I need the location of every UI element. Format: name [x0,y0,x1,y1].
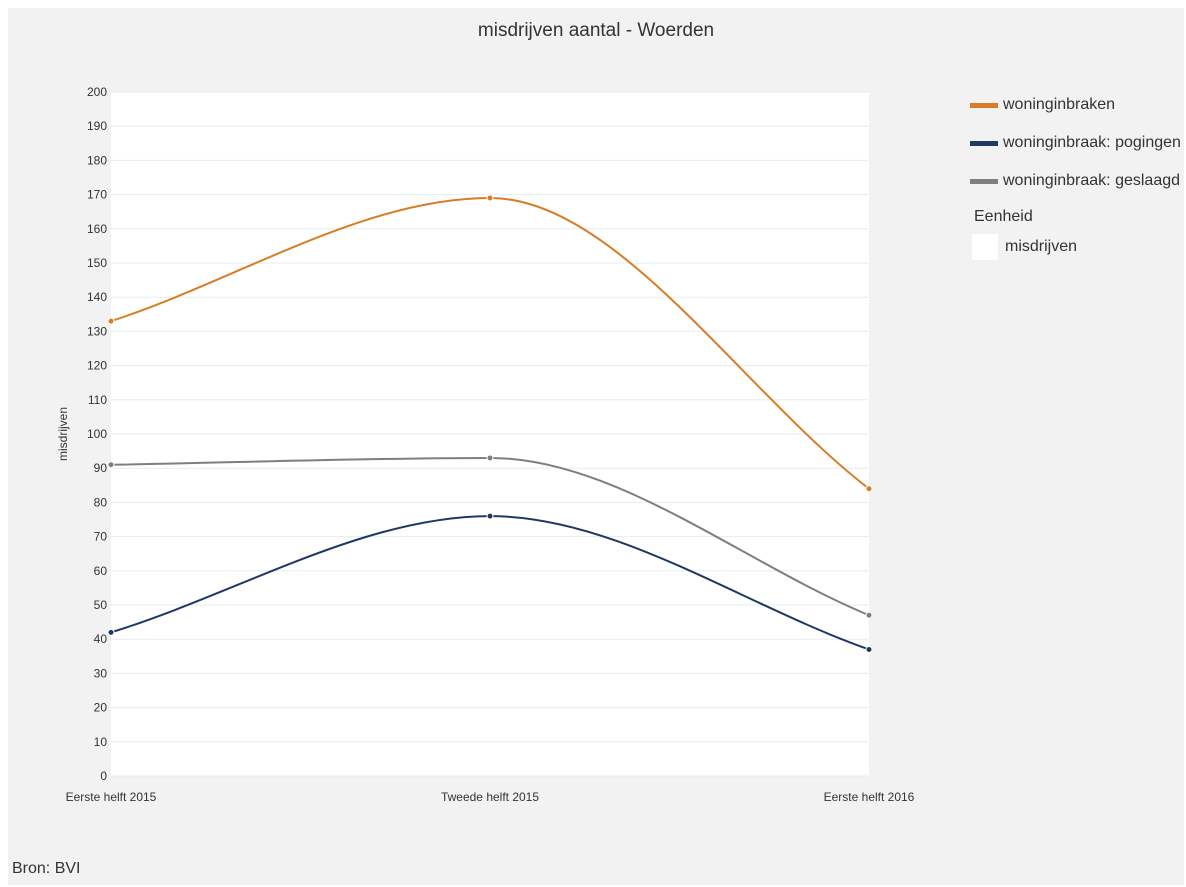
series-lines [107,194,873,653]
legend-unit-title: Eenheid [974,208,1033,225]
y-tick-label: 40 [94,632,108,646]
y-tick-label: 10 [94,735,108,749]
y-tick-label: 0 [100,769,107,783]
y-tick-label: 160 [87,222,107,236]
line-chart: 0 10 20 30 40 50 60 70 80 90 100 110 120 130 140 150 160… [56,85,915,804]
chart-title: misdrijven aantal - Woerden [477,20,715,41]
data-point[interactable] [486,194,494,202]
data-point[interactable] [107,628,115,636]
legend-swatch [970,102,998,108]
y-axis-label: misdrijven [56,407,70,461]
legend-item[interactable]: woninginbraak: pogingen [970,124,1184,162]
y-tick-label: 190 [87,119,107,133]
y-tick-label: 80 [94,495,108,509]
legend-item[interactable]: woninginbraken [970,86,1184,124]
data-point[interactable] [107,461,115,469]
y-tick-label: 110 [88,393,107,407]
x-axis-ticks: Eerste helft 2015 Tweede helft 2015 Eerste… [66,790,915,804]
data-point[interactable] [865,485,873,493]
legend-unit-item[interactable]: misdrijven [970,234,1184,260]
legend: woninginbraken woninginbraak: pogingen won… [970,86,1184,260]
x-tick-label: Eerste helft 2016 [824,790,915,804]
legend-swatch [970,178,998,184]
y-tick-label: 130 [87,324,107,338]
y-tick-label: 30 [94,666,108,680]
legend-unit-swatch [972,234,998,260]
y-tick-label: 180 [87,153,107,167]
legend-label: woninginbraken [1003,96,1116,113]
y-tick-label: 100 [87,427,107,441]
chart-container: misdrijven aantal - Woerden 0 10 20 30 40 50 6… [8,8,1184,885]
data-point[interactable] [865,645,873,653]
y-tick-label: 90 [94,461,108,475]
legend-label: woninginbraak: pogingen [1003,134,1181,151]
y-tick-label: 70 [94,530,108,544]
legend-item[interactable]: woninginbraak: geslaagd [970,162,1184,200]
data-point[interactable] [486,512,494,520]
y-axis-ticks: 0 10 20 30 40 50 60 70 80 90 100 110 120 130 140 150 160… [87,85,107,783]
y-tick-label: 60 [94,564,108,578]
y-tick-label: 20 [94,701,108,715]
data-point[interactable] [865,611,873,619]
x-tick-label: Eerste helft 2015 [66,790,157,804]
x-tick-label: Tweede helft 2015 [441,790,539,804]
legend-series-list: woninginbraken woninginbraak: pogingen won… [970,86,1184,200]
y-tick-label: 150 [87,256,107,270]
y-tick-label: 120 [87,359,107,373]
source-note: Bron: BVI [12,860,81,877]
y-tick-label: 200 [87,85,107,99]
y-tick-label: 140 [87,290,107,304]
grid-lines [111,91,869,777]
y-tick-label: 50 [94,598,108,612]
data-point[interactable] [107,317,115,325]
legend-swatch [970,140,998,146]
legend-label: woninginbraak: geslaagd [1003,172,1181,189]
y-tick-label: 170 [87,188,107,202]
data-point[interactable] [486,454,494,462]
legend-unit-label: misdrijven [1005,238,1078,255]
